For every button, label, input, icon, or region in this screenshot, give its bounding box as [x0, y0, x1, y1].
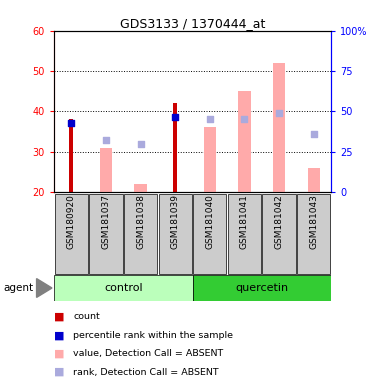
FancyBboxPatch shape	[263, 194, 296, 274]
Text: GSM181037: GSM181037	[101, 194, 110, 250]
Bar	[134, 184, 147, 192]
FancyBboxPatch shape	[55, 194, 88, 274]
Bar	[69, 119, 73, 192]
Point	[241, 116, 248, 122]
FancyBboxPatch shape	[159, 194, 192, 274]
Text: GSM180920: GSM180920	[67, 194, 76, 249]
Point	[276, 110, 282, 116]
Bar	[273, 63, 285, 192]
Bar	[308, 168, 320, 192]
Text: count: count	[73, 312, 100, 321]
Point	[172, 114, 178, 121]
FancyBboxPatch shape	[297, 194, 330, 274]
Text: value, Detection Call = ABSENT: value, Detection Call = ABSENT	[73, 349, 223, 358]
Bar	[238, 91, 251, 192]
Point	[137, 141, 144, 147]
Bar	[204, 127, 216, 192]
Text: ■: ■	[54, 349, 64, 359]
Bar	[173, 103, 177, 192]
Text: ■: ■	[54, 330, 64, 340]
Bar	[100, 148, 112, 192]
Bar	[192, 275, 331, 301]
Text: GSM181039: GSM181039	[171, 194, 180, 250]
Point	[311, 131, 317, 137]
FancyBboxPatch shape	[193, 194, 226, 274]
Text: agent: agent	[4, 283, 34, 293]
Point	[68, 121, 74, 127]
FancyBboxPatch shape	[228, 194, 261, 274]
Text: percentile rank within the sample: percentile rank within the sample	[73, 331, 233, 340]
FancyBboxPatch shape	[89, 194, 122, 274]
Text: rank, Detection Call = ABSENT: rank, Detection Call = ABSENT	[73, 367, 219, 377]
Text: ■: ■	[54, 367, 64, 377]
Text: GSM181042: GSM181042	[275, 194, 284, 249]
Text: quercetin: quercetin	[235, 283, 288, 293]
FancyBboxPatch shape	[124, 194, 157, 274]
Text: GSM181038: GSM181038	[136, 194, 145, 250]
Title: GDS3133 / 1370444_at: GDS3133 / 1370444_at	[120, 17, 265, 30]
Text: control: control	[104, 283, 142, 293]
Text: ■: ■	[54, 312, 64, 322]
Text: GSM181043: GSM181043	[309, 194, 318, 249]
Point	[207, 116, 213, 122]
Point	[103, 136, 109, 142]
Bar	[54, 275, 192, 301]
Text: GSM181041: GSM181041	[240, 194, 249, 249]
Text: GSM181040: GSM181040	[205, 194, 214, 249]
Polygon shape	[37, 279, 52, 297]
